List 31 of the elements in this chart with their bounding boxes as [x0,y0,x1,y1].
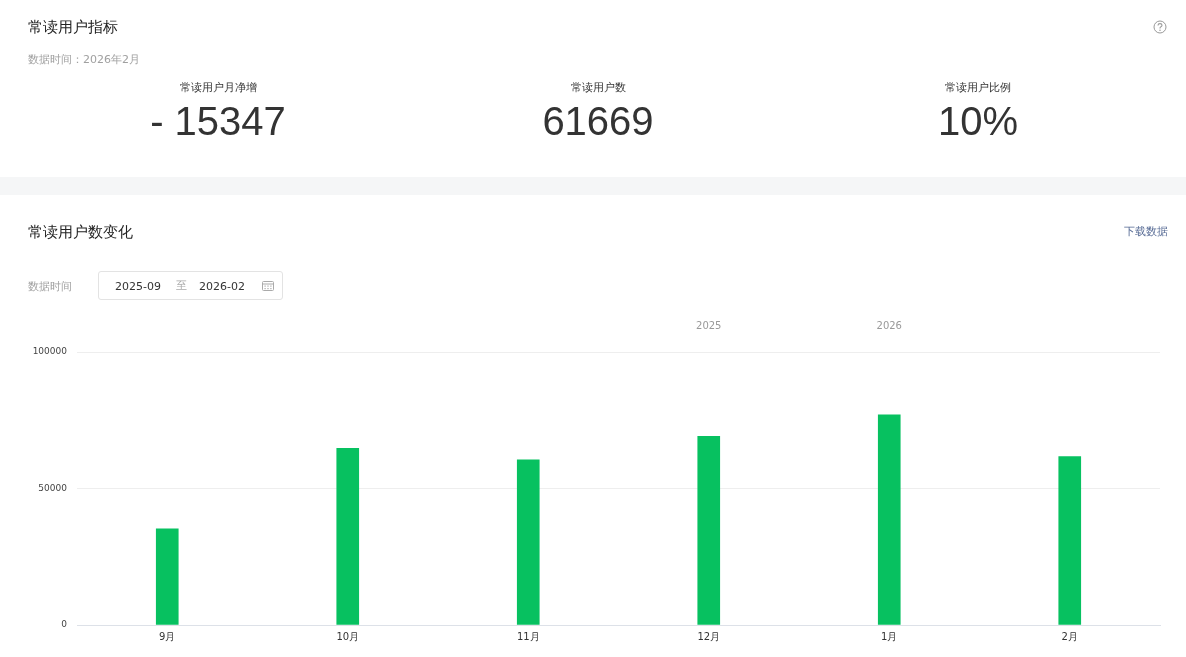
text: 常读用户数 [569,81,627,95]
text: 2026-02 [198,280,246,294]
bar [336,448,360,625]
text: 至 [174,279,188,293]
text: 2025 [696,319,722,331]
chart-title: 常读用户数变化 [28,223,133,241]
x-tick-label: 10月 [336,630,360,642]
text: 数据时间：2026年2月 [28,53,140,67]
text: 常读用户比例 [944,81,1012,95]
bar [697,436,721,625]
x-tick-label: 11月 [516,630,540,642]
text: - 15347 [149,98,287,144]
x-tick-label: 2月 [1061,630,1078,642]
text: 61669 [541,98,655,144]
y-tick-label: 50000 [38,482,68,493]
x-tick-label: 12月 [697,630,721,642]
text: 数据时间 [28,280,72,294]
text: 10% [936,98,1020,144]
text: 常读用户月净增 [178,81,258,95]
text: 常读用户指标 [28,18,118,36]
y-tick-label: 100000 [32,346,68,357]
text: 2025-09 [114,280,162,294]
text: 下载数据 [1124,225,1168,239]
bar [516,459,540,625]
text: 2026 [876,319,902,331]
y-tick-label: 0 [61,619,68,630]
bar [1058,456,1082,625]
x-tick-label: 9月 [159,630,176,642]
bar [877,414,901,625]
x-tick-label: 1月 [881,630,898,642]
bar [155,528,179,625]
